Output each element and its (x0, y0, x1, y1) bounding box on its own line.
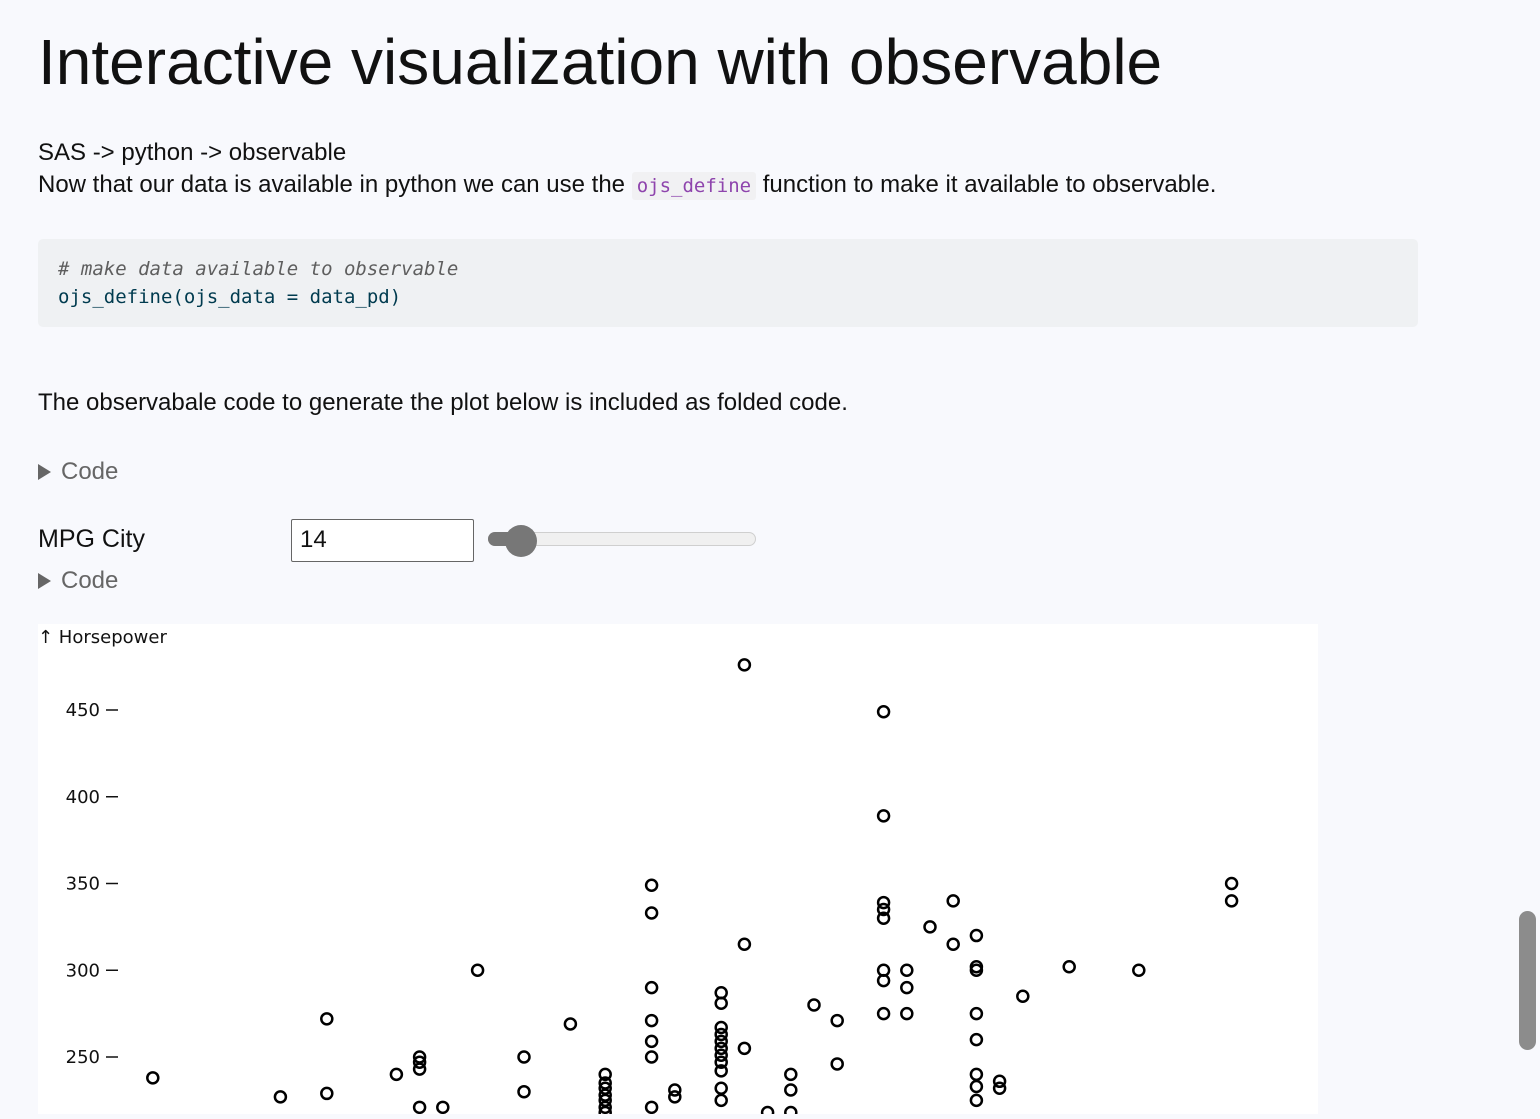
scatter-point (436, 1100, 450, 1115)
scatter-point (320, 1086, 334, 1101)
scatter-point (563, 1017, 578, 1031)
scatter-plot-svg: ↑ Horsepower 250 300 350 400 450 (38, 627, 1239, 1119)
triangle-right-icon (38, 464, 51, 480)
scatter-point (470, 963, 485, 977)
scatter-point (876, 1006, 891, 1021)
scatter-point (644, 1100, 659, 1115)
scatter-point (412, 1055, 427, 1069)
scatter-point (969, 963, 984, 977)
y-tick-label: 300 (66, 960, 100, 981)
scatter-point (876, 911, 891, 925)
scatter-point (1132, 963, 1146, 977)
code-line: ojs_define(ojs_data = data_pd) (58, 286, 402, 308)
description-text: The observabale code to generate the plo… (38, 389, 848, 416)
scatter-point (644, 980, 659, 995)
scatter-point (668, 1090, 682, 1104)
y-tick-label: 350 (66, 874, 100, 895)
scatter-point (969, 1067, 984, 1082)
scatter-point (830, 1057, 844, 1071)
triangle-right-icon (38, 573, 51, 589)
scatter-point (644, 1050, 659, 1064)
scatter-point (876, 809, 891, 823)
scatter-point (320, 1012, 334, 1026)
page-scrollbar[interactable] (1519, 911, 1536, 1050)
scatter-point (784, 1083, 798, 1097)
scatter-point (714, 1064, 728, 1078)
scatter-point (923, 920, 937, 934)
scatter-point (992, 1074, 1007, 1089)
scatter-point (737, 937, 752, 951)
scatter-point (714, 1027, 728, 1042)
scatter-point (146, 1071, 160, 1085)
scatter-point (644, 906, 659, 920)
y-axis-label: ↑ Horsepower (38, 627, 167, 648)
y-tick-label: 450 (66, 700, 100, 721)
scatter-point (876, 704, 891, 719)
scatter-point (830, 1013, 844, 1028)
scatter-point (644, 1013, 659, 1028)
page-title: Interactive visualization with observabl… (38, 26, 1163, 98)
scatter-point (1062, 960, 1076, 974)
scatter-point (714, 1034, 728, 1049)
scatter-point (969, 1079, 984, 1094)
intro-text-before: Now that our data is available in python… (38, 171, 626, 198)
scatter-point (969, 1032, 984, 1047)
scatter-point (876, 902, 891, 917)
scatter-point (946, 937, 960, 951)
scatter-point (969, 928, 984, 943)
intro-line-1: SAS -> python -> observable (38, 139, 347, 166)
scatter-point (412, 1062, 427, 1076)
scatter-point (714, 1041, 728, 1056)
scatter-point (1224, 894, 1239, 908)
scatter-point (737, 1041, 752, 1056)
scatter-point (900, 980, 914, 995)
scatter-point (644, 1034, 659, 1049)
scatter-point (1224, 876, 1239, 891)
scatter-point (517, 1050, 531, 1064)
scatter-point (714, 996, 728, 1010)
horsepower-scatter-plot: ↑ Horsepower 250 300 350 400 450 (38, 624, 1318, 1119)
scatter-point (969, 1006, 984, 1021)
scatter-point (517, 1084, 531, 1099)
mpg-city-number-input[interactable]: 14 (291, 519, 474, 562)
inline-code-ojs-define: ojs_define (631, 172, 757, 200)
code-fold-toggle-2[interactable]: Code (38, 567, 118, 595)
mpg-city-slider-thumb[interactable] (505, 525, 537, 557)
scatter-point (784, 1105, 798, 1119)
scatter-point (876, 895, 891, 910)
scatter-point (876, 973, 891, 988)
scatter-point (900, 963, 914, 977)
scatter-point (598, 1067, 612, 1082)
code-comment: # make data available to observable (58, 258, 459, 280)
scatter-point (714, 1055, 728, 1069)
scatter-point (969, 1093, 984, 1108)
y-tick-label: 250 (66, 1047, 100, 1068)
scatter-point (644, 878, 659, 892)
scatter-point (668, 1083, 682, 1097)
scatter-point (714, 1020, 728, 1035)
y-tick-label: 400 (66, 787, 100, 808)
scatter-point (412, 1100, 427, 1115)
code-block: # make data available to observable ojs_… (38, 239, 1418, 327)
scatter-point (760, 1105, 775, 1119)
scatter-point (598, 1100, 612, 1115)
scatter-point (714, 1048, 728, 1063)
scatter-point (946, 894, 960, 908)
intro-line-2: Now that our data is available in python… (38, 171, 1217, 200)
scatter-point (714, 1093, 728, 1108)
intro-text-after: function to make it available to observa… (762, 171, 1217, 198)
scatter-point (807, 998, 821, 1012)
scatter-point (900, 1006, 914, 1021)
scatter-point (992, 1081, 1007, 1095)
scatter-point (737, 658, 752, 672)
code-fold-toggle-1[interactable]: Code (38, 458, 118, 486)
code-fold-label: Code (61, 567, 119, 594)
scatter-point (389, 1067, 404, 1082)
scatter-point (784, 1067, 798, 1082)
scatter-point (714, 1081, 728, 1095)
scatter-point (1016, 989, 1030, 1004)
scatter-point (273, 1090, 288, 1104)
mpg-city-label: MPG City (38, 525, 145, 553)
code-fold-label: Code (61, 458, 119, 485)
